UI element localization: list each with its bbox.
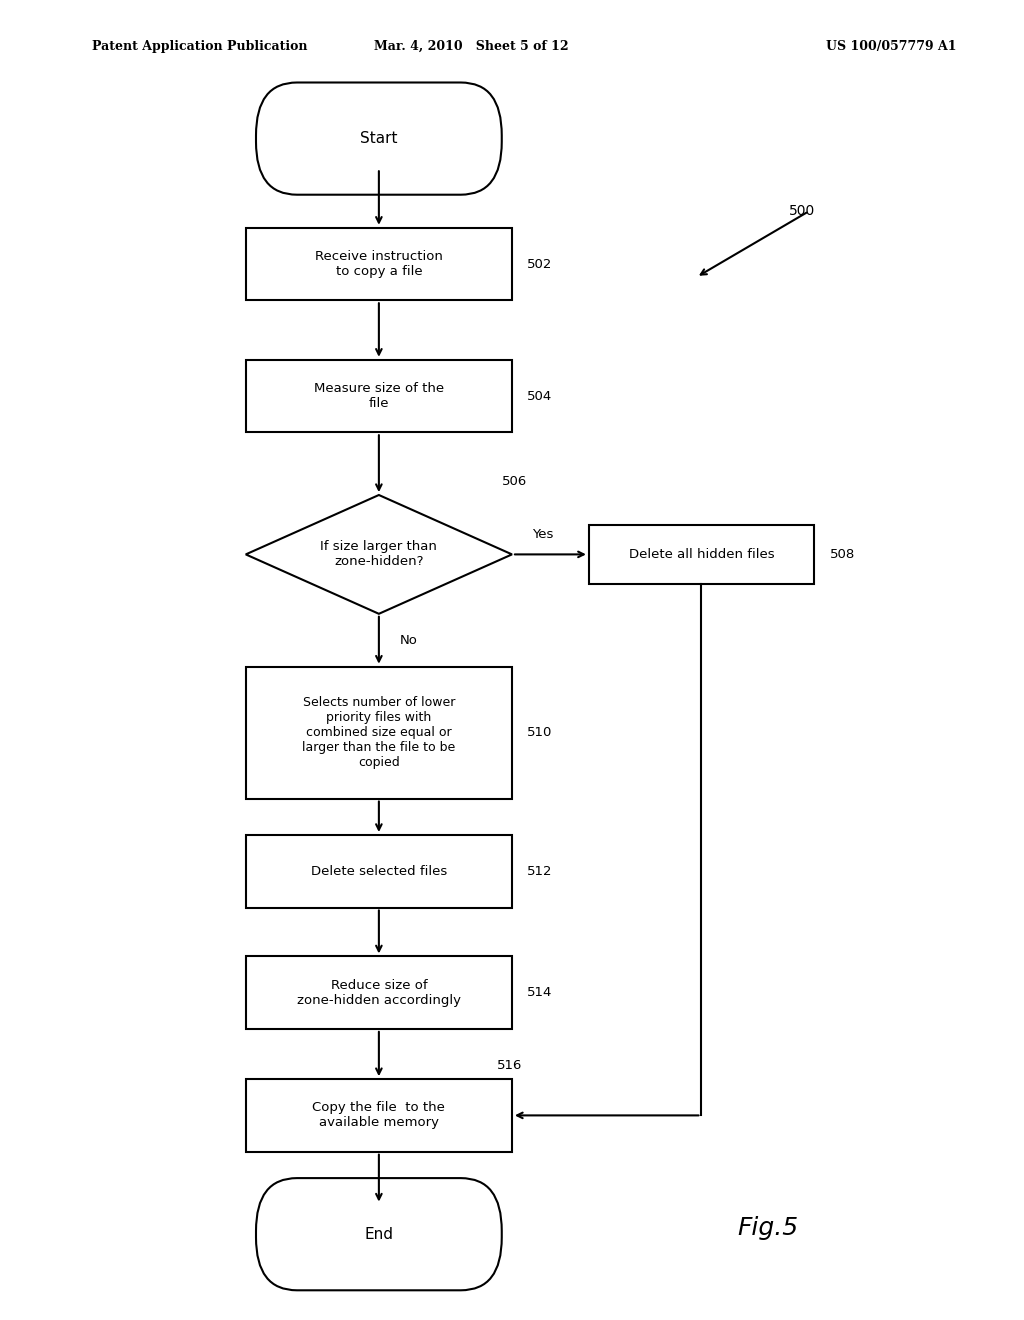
- Text: Yes: Yes: [532, 528, 554, 541]
- Text: No: No: [399, 634, 417, 647]
- FancyBboxPatch shape: [246, 956, 512, 1030]
- Text: Delete all hidden files: Delete all hidden files: [629, 548, 774, 561]
- Text: 506: 506: [502, 475, 527, 488]
- Text: Start: Start: [360, 131, 397, 147]
- Text: Mar. 4, 2010   Sheet 5 of 12: Mar. 4, 2010 Sheet 5 of 12: [374, 40, 568, 53]
- Text: Copy the file  to the
available memory: Copy the file to the available memory: [312, 1101, 445, 1130]
- Text: 504: 504: [527, 389, 553, 403]
- FancyBboxPatch shape: [246, 836, 512, 908]
- Text: Reduce size of
zone-hidden accordingly: Reduce size of zone-hidden accordingly: [297, 978, 461, 1007]
- FancyBboxPatch shape: [246, 667, 512, 799]
- Polygon shape: [246, 495, 512, 614]
- FancyBboxPatch shape: [589, 524, 814, 583]
- Text: 510: 510: [527, 726, 553, 739]
- Text: Patent Application Publication: Patent Application Publication: [92, 40, 307, 53]
- FancyBboxPatch shape: [256, 1177, 502, 1291]
- Text: 514: 514: [527, 986, 553, 999]
- FancyBboxPatch shape: [246, 1080, 512, 1151]
- Text: Delete selected files: Delete selected files: [310, 865, 447, 878]
- Text: 516: 516: [497, 1060, 522, 1072]
- Text: 508: 508: [829, 548, 855, 561]
- Text: End: End: [365, 1226, 393, 1242]
- Text: US 100/057779 A1: US 100/057779 A1: [825, 40, 956, 53]
- Text: If size larger than
zone-hidden?: If size larger than zone-hidden?: [321, 540, 437, 569]
- FancyBboxPatch shape: [246, 359, 512, 433]
- Text: Receive instruction
to copy a file: Receive instruction to copy a file: [315, 249, 442, 279]
- Text: 512: 512: [527, 865, 553, 878]
- Text: Fig.5: Fig.5: [737, 1216, 799, 1239]
- Text: Measure size of the
file: Measure size of the file: [313, 381, 444, 411]
- Text: 502: 502: [527, 257, 553, 271]
- Text: Selects number of lower
priority files with
combined size equal or
larger than t: Selects number of lower priority files w…: [302, 696, 456, 770]
- FancyBboxPatch shape: [256, 82, 502, 195]
- Text: 500: 500: [788, 205, 815, 218]
- FancyBboxPatch shape: [246, 227, 512, 300]
